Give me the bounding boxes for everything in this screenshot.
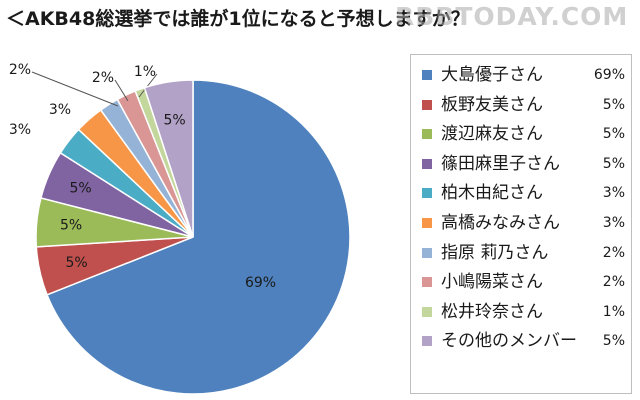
legend-label: 篠田麻里子さん	[441, 153, 560, 174]
legend-label: その他のメンバー	[441, 331, 577, 352]
legend-swatch	[422, 188, 432, 199]
legend-item: 松井玲奈さん 1%	[411, 300, 633, 324]
legend-label: 高橋みなみさん	[441, 213, 560, 233]
legend-swatch	[422, 336, 432, 347]
legend-label: 板野友美さん	[441, 94, 543, 115]
legend-swatch	[422, 129, 432, 140]
pie-data-label-5: 3%	[9, 122, 31, 138]
pie-data-label-9: 1%	[134, 64, 156, 80]
pie-slice-10	[143, 79, 194, 238]
legend-value: 3%	[602, 185, 625, 202]
legend-swatch	[422, 70, 432, 80]
legend-value: 2%	[602, 274, 625, 291]
legend-value: 5%	[602, 126, 625, 143]
legend-swatch	[422, 306, 432, 317]
legend-swatch	[422, 247, 432, 258]
legend-value: 5%	[602, 96, 625, 113]
legend-swatch	[422, 277, 432, 288]
legend-value: 69%	[593, 67, 625, 83]
legend-value: 5%	[602, 155, 625, 172]
pie-leader-line-7	[31, 71, 119, 107]
legend-label: 指原 莉乃さん	[441, 242, 549, 263]
pie-data-label-2: 5%	[65, 255, 87, 271]
chart-title: ＜AKB48総選挙では誰が1位になると予想しますか？	[6, 8, 470, 30]
legend-item: 指原 莉乃さん 2%	[411, 241, 633, 265]
legend-label: 大島優子さん	[441, 65, 543, 85]
legend-swatch	[422, 99, 432, 110]
legend-item: 高橋みなみさん 3%	[411, 211, 633, 235]
legend-swatch	[422, 158, 432, 169]
legend-value: 1%	[602, 303, 625, 320]
pie-slice-1	[46, 79, 351, 395]
legend-value: 2%	[602, 244, 625, 261]
pie-leader-line-8	[114, 79, 129, 102]
legend-label: 柏木由紀さん	[441, 183, 543, 204]
legend-label: 小嶋陽菜さん	[441, 272, 543, 293]
pie-data-label-7: 2%	[9, 62, 31, 78]
chart-legend: 大島優子さん 69% 板野友美さん 5% 渡辺麻友さん 5% 篠田麻里子さん 5% 柏木由紀さん…	[410, 54, 632, 394]
legend-label: 松井玲奈さん	[441, 301, 543, 322]
pie-data-label-4: 5%	[70, 180, 92, 196]
legend-swatch	[422, 218, 432, 228]
pie-data-label-10: 5%	[163, 113, 185, 129]
legend-item: 板野友美さん 5%	[411, 93, 633, 117]
legend-item: 渡辺麻友さん 5%	[411, 122, 633, 146]
legend-item: その他のメンバー 5%	[411, 329, 633, 353]
legend-item: 篠田麻里子さん 5%	[411, 152, 633, 176]
legend-item: 大島優子さん 69%	[411, 63, 633, 87]
legend-value: 3%	[602, 215, 625, 231]
pie-data-label-3: 5%	[60, 217, 82, 233]
pie-data-label-6: 3%	[49, 102, 71, 118]
legend-label: 渡辺麻友さん	[441, 124, 543, 145]
watermark-logo: RBBTODAY.COM	[395, 2, 629, 31]
pie-data-label-1: 69%	[245, 275, 276, 291]
pie-leader-line-9	[138, 73, 158, 98]
pie-data-label-8: 2%	[92, 70, 114, 86]
legend-item: 小嶋陽菜さん 2%	[411, 270, 633, 294]
legend-value: 5%	[602, 333, 625, 350]
legend-item: 柏木由紀さん 3%	[411, 181, 633, 205]
